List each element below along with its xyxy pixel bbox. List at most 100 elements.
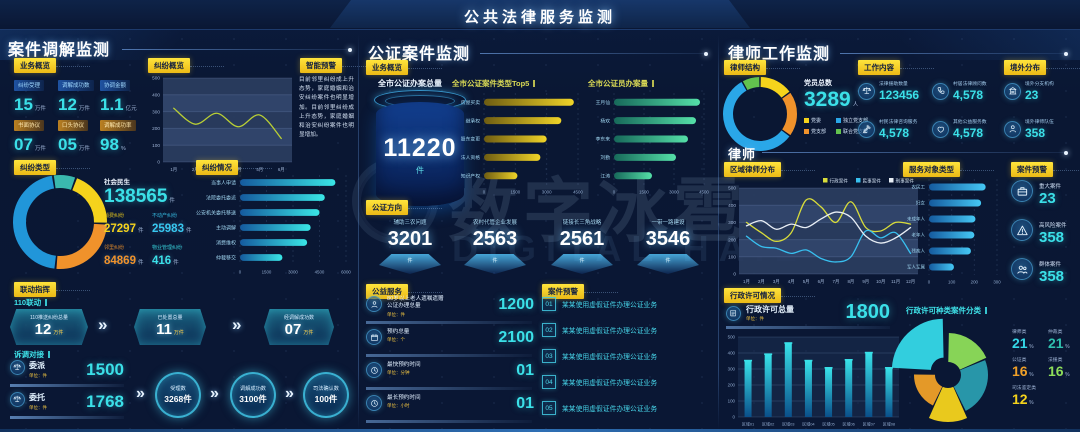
svg-text:300: 300 [993, 280, 1001, 285]
stat-cell: 调解成功数 12 万件 [58, 74, 94, 115]
tag-service-targets: 服务对象类型 [903, 162, 994, 177]
service-value: 1200 [498, 296, 534, 313]
party-total-value: 3289 [804, 88, 851, 111]
direction-value: 2563 [472, 228, 518, 250]
stat-value: 07 [14, 134, 33, 154]
service-unit: 单位：件 [387, 311, 405, 317]
svg-text:300: 300 [152, 109, 160, 114]
svg-text:400: 400 [152, 93, 160, 98]
hex-handled: 已处置总量 11 万件 [134, 309, 206, 345]
circle-value: 100件 [314, 394, 338, 404]
service-label: 80岁以上老人遗嘱遗赠 公证办理总量 [387, 296, 444, 310]
svg-text:知识产权: 知识产权 [461, 172, 480, 179]
stat-label: 纠纷受理 [14, 79, 45, 91]
pie-stat-unit: % [1065, 344, 1070, 350]
type-label: 消费纠纷 [104, 213, 125, 219]
hex-label: 已处置总量 [157, 315, 183, 321]
pie-stat-value: 16 [1048, 363, 1064, 379]
svg-text:2月: 2月 [758, 279, 765, 285]
service-item: 最长预约时间 单位：小时 01 [366, 395, 534, 423]
service-item: 最快预约时间 单位：分钟 01 [366, 362, 534, 390]
pie-stat: 司法鉴定类 12% [1012, 384, 1036, 409]
service-value: 2100 [498, 329, 534, 346]
warning-stat-label: 高风险案件 [1039, 223, 1067, 229]
overseas-value: 358 [1025, 126, 1046, 140]
stat-value: 05 [58, 134, 77, 154]
calendar-icon [366, 329, 382, 345]
divider [726, 326, 890, 329]
subtitle-notary-top5: 全市公证案件类型Top5 [452, 78, 535, 89]
type-label: 邻里纠纷 [104, 245, 125, 251]
stat-cell: 协调金额 1.1 亿元 [100, 74, 137, 115]
type-unit: 件 [185, 228, 192, 234]
circle-stat-accepted: 受理数 3268件 [155, 372, 201, 418]
header-band [330, 0, 750, 28]
work-item: 村民法律咨询服务 4,578 [858, 118, 930, 140]
pie-stat: 律师类 21% [1012, 328, 1034, 353]
tag-dispute-source: 纠纷情况 [196, 160, 272, 175]
divider [366, 387, 532, 390]
svg-text:5月: 5月 [256, 167, 263, 173]
direction-label: 一带一路建设 [651, 220, 685, 226]
pie-stat-value: 16 [1012, 363, 1028, 379]
tag-dispute-trend: 纠纷概览 [148, 58, 224, 73]
svg-text:当事人申请: 当事人申请 [211, 179, 236, 186]
right-section-title: 律师工作监测 [728, 46, 831, 63]
pie-stat: 仲裁类 21% [1048, 328, 1070, 353]
svg-text:400: 400 [728, 203, 736, 208]
direction-unit: 件 [407, 257, 413, 264]
direction-value: 3546 [645, 228, 691, 250]
direction-value: 2561 [559, 228, 605, 250]
tag-case-warning: 案件预警 [542, 284, 618, 299]
lawyer-subsection-title: 律师 [728, 147, 757, 162]
svg-text:9月: 9月 [862, 279, 869, 285]
warning-row: 04 某某使用虚假证件办理公证业务 [542, 375, 657, 389]
admin-total: 行政许可总量 单位：件 1800 [726, 301, 890, 329]
svg-text:100: 100 [152, 143, 160, 148]
svg-text:1月: 1月 [170, 167, 177, 173]
direction-label: 链接长三角战略 [562, 220, 602, 226]
tag-lawyer-case-warning: 案件预警 [1011, 162, 1080, 177]
svg-text:0: 0 [928, 280, 931, 285]
hex-label: 经调解成功数 [283, 315, 314, 321]
svg-text:李东来: 李东来 [596, 136, 611, 143]
warning-stat: 群体案件 358 [1011, 258, 1064, 285]
svg-text:农民工: 农民工 [912, 184, 926, 191]
type-item: 不动产纠纷 25983 件 [152, 212, 192, 237]
stat-cell: 口头协议 05 万件 [58, 114, 90, 155]
pie-stat-unit: % [1029, 400, 1034, 406]
tag-public-service: 公益服务 [366, 284, 442, 299]
service-label: 预约总量 [387, 329, 410, 335]
divider [10, 416, 124, 419]
building-icon [1004, 82, 1021, 100]
cylinder-body: 11220 件 [376, 102, 464, 206]
work-label: 法律援助数量 [879, 82, 908, 87]
pedestal: 件 [464, 254, 526, 274]
hex-value: 07 [284, 321, 302, 338]
service-label: 最长预约时间 [387, 395, 421, 401]
legend-item: 独立党支部 [836, 117, 868, 124]
tag-business-overview: 业务概览 [14, 58, 90, 73]
legend-item: 党支部 [804, 128, 826, 135]
circle-label: 调解成功数 [240, 386, 266, 392]
region-lawyer-chart: 0 100 200 300 400 500 1月 2月 3月 4月 5月 6月 7月 8月 9月 10月 11月… [728, 177, 918, 285]
svg-text:1500: 1500 [510, 190, 520, 195]
service-unit: 单位：分钟 [387, 370, 410, 376]
type-unit: 件 [137, 260, 144, 266]
party-total: 党员总数 3289 人 [804, 78, 858, 112]
tag-notary-overview: 业务概览 [366, 60, 442, 75]
overseas-value: 23 [1025, 88, 1039, 102]
pie-stat-label: 法援类 [1048, 358, 1063, 363]
svg-text:0: 0 [483, 190, 486, 195]
type-value: 25983 [152, 223, 184, 235]
circle-value: 3100件 [239, 394, 267, 404]
warning-text: 某某使用虚假证件办理公证业务 [562, 302, 658, 309]
direction-unit: 件 [492, 257, 498, 264]
gavel-icon [858, 120, 875, 138]
pedestal: 件 [379, 254, 441, 274]
tag-lawyer-structure: 律师结构 [724, 60, 800, 75]
warning-text: 某某使用虚假证件办理公证业务 [562, 380, 658, 387]
work-item: 村居法律顾问数 4,578 [932, 80, 1002, 102]
svg-text:10月: 10月 [876, 279, 885, 285]
